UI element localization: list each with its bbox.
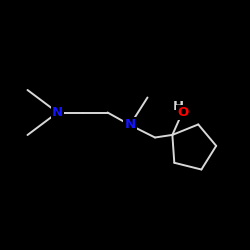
Text: N: N [52, 106, 63, 119]
Text: N: N [124, 118, 136, 132]
Text: O: O [177, 106, 188, 120]
Text: H: H [172, 100, 184, 113]
